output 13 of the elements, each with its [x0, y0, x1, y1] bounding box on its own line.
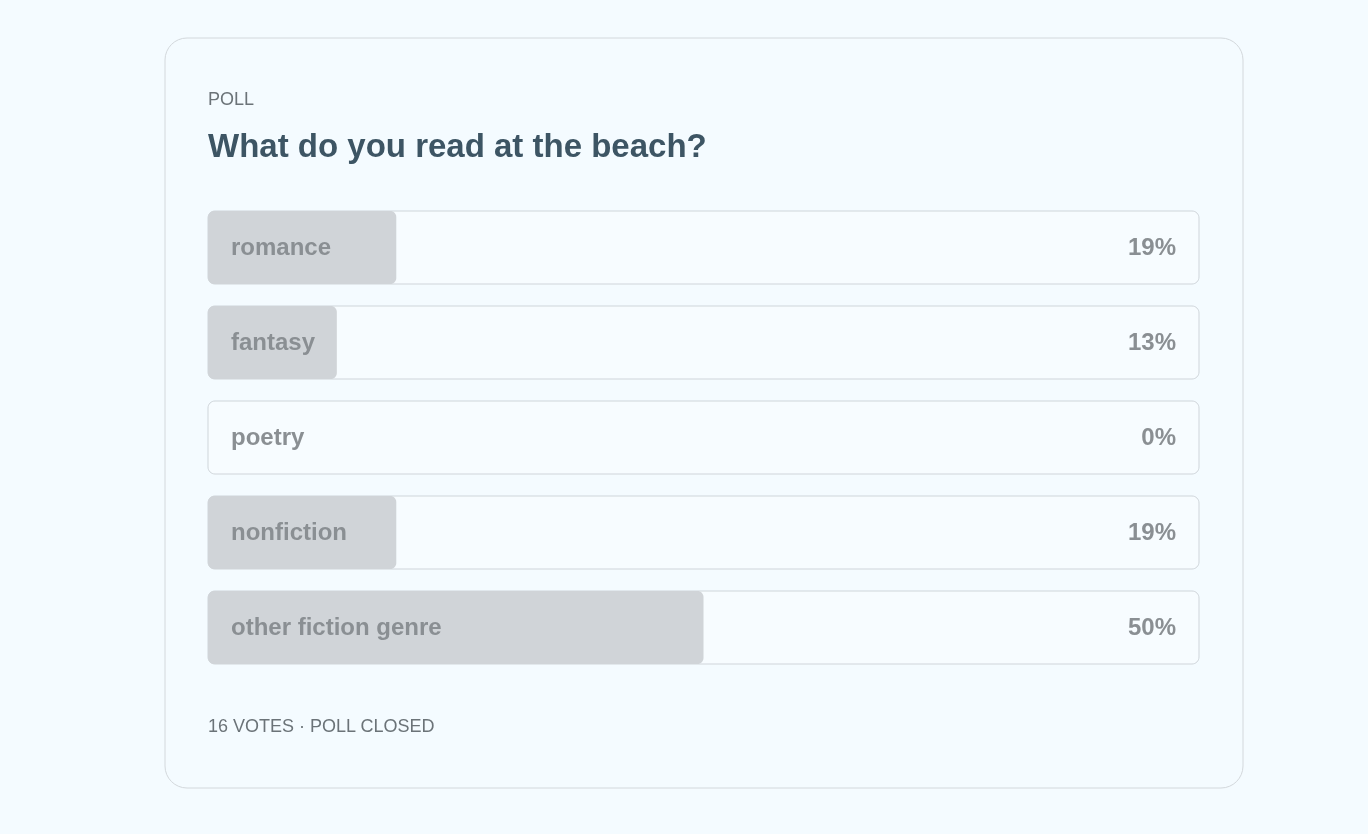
y-tick-label: nonfiction: [231, 517, 347, 545]
y-tick-label: other fiction genre: [231, 612, 442, 640]
chart-title: What do you read at the beach?: [208, 127, 707, 164]
text: 16 VOTES · POLL CLOSED: [208, 716, 435, 736]
y-tick-label: poetry: [231, 422, 305, 450]
y-tick-label: fantasy: [231, 327, 316, 355]
data-label: 13%: [1127, 327, 1176, 355]
text: POLL: [208, 89, 255, 109]
data-label: 0%: [1141, 422, 1176, 450]
data-label: 19%: [1127, 517, 1176, 545]
data-label: 50%: [1127, 612, 1176, 640]
y-tick-label: romance: [231, 232, 332, 260]
data-label: 19%: [1127, 232, 1176, 260]
